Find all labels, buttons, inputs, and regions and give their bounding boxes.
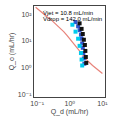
svg-text:10⁻¹: 10⁻¹ xyxy=(30,100,44,107)
svg-text:V̇drop = 142.0 mL/min: V̇drop = 142.0 mL/min xyxy=(43,16,102,22)
svg-text:10⁻¹: 10⁻¹ xyxy=(18,91,32,98)
svg-text:10⁰: 10⁰ xyxy=(64,100,75,107)
svg-text:Q_d (mL/hr): Q_d (mL/hr) xyxy=(51,108,89,116)
svg-text:V̇jet = 10.8 mL/min: V̇jet = 10.8 mL/min xyxy=(43,10,93,16)
svg-text:10²: 10² xyxy=(21,11,32,18)
svg-text:10¹: 10¹ xyxy=(97,100,108,107)
svg-text:10⁰: 10⁰ xyxy=(21,64,32,71)
svg-text:10¹: 10¹ xyxy=(21,37,32,44)
svg-text:Q_o (mL/hr): Q_o (mL/hr) xyxy=(8,33,16,71)
